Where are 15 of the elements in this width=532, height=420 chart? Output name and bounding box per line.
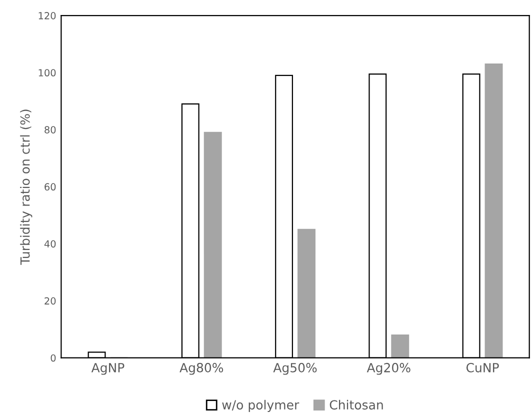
- x-tick-label: Ag50%: [273, 362, 317, 375]
- x-tick-label: AgNP: [91, 363, 124, 375]
- y-tick-label: 60: [44, 183, 56, 191]
- y-tick-label: 40: [44, 240, 56, 248]
- y-tick-label: 120: [38, 12, 56, 20]
- y-axis-title: Turbidity ratio on ctrl (%): [20, 110, 32, 265]
- x-tick-label: Ag80%: [180, 362, 224, 375]
- y-tick-label: 20: [44, 297, 56, 305]
- y-tick-label: 0: [50, 354, 56, 362]
- y-tick-label: 80: [44, 126, 56, 134]
- x-tick-label: CuNP: [466, 362, 499, 372]
- legend-label: w/o polymer: [222, 400, 300, 412]
- y-tick-label: 100: [38, 69, 56, 76]
- legend-label: Chitosan: [330, 400, 383, 410]
- x-tick-label: Ag20%: [366, 362, 410, 375]
